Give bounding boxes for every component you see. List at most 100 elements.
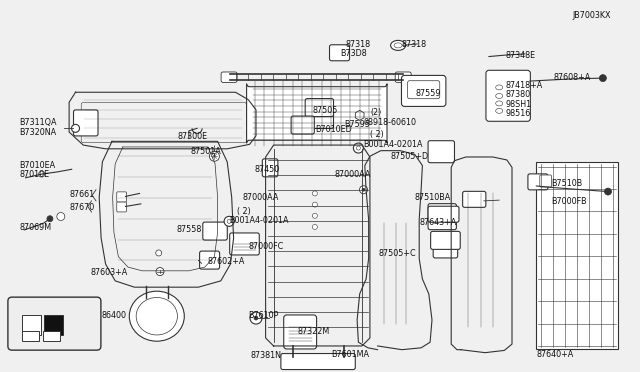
FancyBboxPatch shape xyxy=(116,192,127,202)
Bar xyxy=(22,315,41,335)
FancyBboxPatch shape xyxy=(428,203,456,230)
Circle shape xyxy=(254,316,258,320)
Ellipse shape xyxy=(394,43,402,48)
FancyBboxPatch shape xyxy=(203,222,227,240)
Text: 87505+C: 87505+C xyxy=(379,249,417,258)
Text: B73D8: B73D8 xyxy=(340,49,367,58)
Text: B7000FB: B7000FB xyxy=(552,197,588,206)
Text: B001A4-0201A: B001A4-0201A xyxy=(364,140,423,149)
Text: B7610P: B7610P xyxy=(248,311,278,320)
Text: 87322M: 87322M xyxy=(298,327,330,336)
Bar xyxy=(22,331,39,341)
Circle shape xyxy=(605,188,611,195)
Ellipse shape xyxy=(136,298,177,335)
FancyBboxPatch shape xyxy=(431,231,460,249)
Text: 87661: 87661 xyxy=(70,190,95,199)
Circle shape xyxy=(156,267,164,276)
Text: 87505+D: 87505+D xyxy=(390,153,429,161)
FancyBboxPatch shape xyxy=(8,297,101,350)
FancyBboxPatch shape xyxy=(74,110,98,136)
Circle shape xyxy=(600,75,606,81)
FancyBboxPatch shape xyxy=(428,206,459,222)
Text: 87318: 87318 xyxy=(346,40,371,49)
Circle shape xyxy=(362,188,365,191)
Text: ( 2): ( 2) xyxy=(237,207,250,216)
Text: 87000AA: 87000AA xyxy=(334,170,371,179)
Circle shape xyxy=(224,217,234,226)
Text: 87318: 87318 xyxy=(402,40,427,49)
FancyBboxPatch shape xyxy=(401,76,446,106)
Circle shape xyxy=(209,151,220,161)
Text: 98516: 98516 xyxy=(506,109,531,118)
Text: JB7003KX: JB7003KX xyxy=(573,11,611,20)
Bar xyxy=(536,162,618,349)
Text: 87670: 87670 xyxy=(70,203,95,212)
Text: B7595: B7595 xyxy=(344,120,371,129)
FancyBboxPatch shape xyxy=(428,141,454,163)
Text: B7510B: B7510B xyxy=(552,179,583,187)
Text: 87602+A: 87602+A xyxy=(208,257,245,266)
FancyBboxPatch shape xyxy=(281,353,355,369)
Circle shape xyxy=(47,216,53,222)
Circle shape xyxy=(227,219,231,223)
FancyBboxPatch shape xyxy=(463,191,486,207)
Ellipse shape xyxy=(496,85,502,90)
Text: 87418+A: 87418+A xyxy=(506,81,543,90)
Text: 87300E: 87300E xyxy=(178,132,208,141)
Text: 87603+A: 87603+A xyxy=(91,268,128,277)
Circle shape xyxy=(312,213,317,218)
FancyBboxPatch shape xyxy=(200,251,220,269)
FancyBboxPatch shape xyxy=(246,84,387,143)
Text: 87348E: 87348E xyxy=(506,51,536,60)
FancyBboxPatch shape xyxy=(291,116,314,134)
FancyBboxPatch shape xyxy=(528,174,548,190)
Circle shape xyxy=(38,171,45,177)
Circle shape xyxy=(312,224,317,230)
Circle shape xyxy=(156,250,162,256)
Text: ( 2): ( 2) xyxy=(370,130,383,139)
FancyBboxPatch shape xyxy=(305,99,333,116)
Ellipse shape xyxy=(496,93,502,99)
FancyBboxPatch shape xyxy=(221,72,237,83)
FancyBboxPatch shape xyxy=(433,238,458,258)
Text: B7010EA: B7010EA xyxy=(19,161,55,170)
Circle shape xyxy=(360,186,367,194)
Text: 87380: 87380 xyxy=(506,90,531,99)
Circle shape xyxy=(353,143,364,153)
Text: 98SH1: 98SH1 xyxy=(506,100,532,109)
Text: 87558: 87558 xyxy=(176,225,202,234)
Ellipse shape xyxy=(496,108,502,113)
FancyBboxPatch shape xyxy=(540,175,552,187)
Bar xyxy=(44,315,63,335)
Ellipse shape xyxy=(129,291,184,341)
Text: B001A4-0201A: B001A4-0201A xyxy=(229,216,289,225)
FancyBboxPatch shape xyxy=(408,81,440,99)
FancyBboxPatch shape xyxy=(330,45,349,61)
Text: B7010ED: B7010ED xyxy=(315,125,351,134)
Text: 87510BA: 87510BA xyxy=(415,193,451,202)
Circle shape xyxy=(250,312,262,324)
Circle shape xyxy=(312,202,317,207)
Text: 87505: 87505 xyxy=(312,106,338,115)
Text: B7601MA: B7601MA xyxy=(332,350,370,359)
Circle shape xyxy=(72,124,79,132)
FancyBboxPatch shape xyxy=(230,233,259,255)
Text: 86400: 86400 xyxy=(102,311,127,320)
Ellipse shape xyxy=(496,101,502,106)
FancyBboxPatch shape xyxy=(262,159,278,177)
FancyBboxPatch shape xyxy=(310,110,333,128)
Text: 87643+A: 87643+A xyxy=(419,218,456,227)
Text: B7311QA: B7311QA xyxy=(19,118,57,126)
FancyBboxPatch shape xyxy=(486,70,531,121)
Circle shape xyxy=(312,191,317,196)
Text: 87640+A: 87640+A xyxy=(537,350,574,359)
Text: B7320NA: B7320NA xyxy=(19,128,56,137)
Text: 87608+A: 87608+A xyxy=(554,73,591,82)
Bar xyxy=(42,331,60,341)
Circle shape xyxy=(356,146,360,150)
Text: 87010E: 87010E xyxy=(19,170,49,179)
Text: 87000AA: 87000AA xyxy=(242,193,278,202)
FancyBboxPatch shape xyxy=(284,315,317,349)
FancyBboxPatch shape xyxy=(396,72,412,83)
Text: 87381N: 87381N xyxy=(250,351,281,360)
